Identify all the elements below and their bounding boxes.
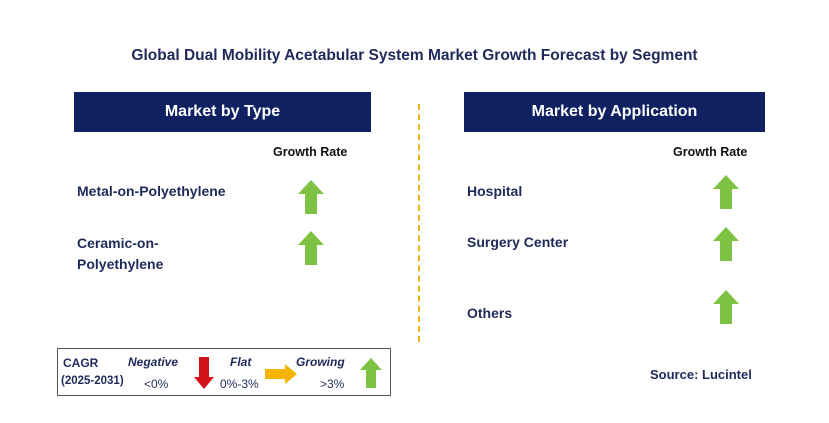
type-growth-rate-label: Growth Rate [273, 145, 348, 159]
legend-negative-range: <0% [144, 377, 169, 391]
page-title: Global Dual Mobility Acetabular System M… [131, 47, 698, 64]
application-item-surgery-center: Surgery Center [467, 234, 569, 250]
type-item-ceramic-on-polyethylene: Ceramic-on- Polyethylene [77, 233, 163, 275]
legend-growing-label: Growing [296, 355, 345, 369]
red-down-arrow-icon [194, 357, 214, 389]
panel-divider [418, 104, 420, 342]
green-up-arrow-icon [713, 227, 739, 261]
legend-growing-range: >3% [320, 377, 345, 391]
legend-flat-label: Flat [230, 355, 252, 369]
green-up-arrow-icon [298, 180, 324, 214]
market-by-type-header: Market by Type [74, 92, 371, 132]
yellow-right-arrow-icon [265, 364, 297, 384]
type-item-label-line2: Polyethylene [77, 256, 164, 272]
type-item-label-line1: Ceramic-on- [77, 235, 159, 251]
application-item-others: Others [467, 305, 513, 321]
green-up-arrow-icon [713, 290, 739, 324]
green-up-arrow-icon [298, 231, 324, 265]
legend-flat-range: 0%-3% [220, 377, 259, 391]
market-by-application-header: Market by Application [464, 92, 765, 132]
application-growth-rate-label: Growth Rate [673, 145, 748, 159]
source-label: Source: Lucintel [650, 367, 752, 382]
legend-cagr-label: CAGR [63, 356, 99, 370]
application-item-hospital: Hospital [467, 183, 523, 199]
type-item-metal-on-polyethylene: Metal-on-Polyethylene [77, 183, 226, 199]
legend-negative-label: Negative [128, 355, 179, 369]
green-up-arrow-icon [360, 358, 382, 388]
green-up-arrow-icon [713, 175, 739, 209]
cagr-legend: CAGR (2025-2031) Negative <0% Flat 0%-3%… [57, 348, 391, 396]
legend-period-label: (2025-2031) [61, 375, 124, 387]
